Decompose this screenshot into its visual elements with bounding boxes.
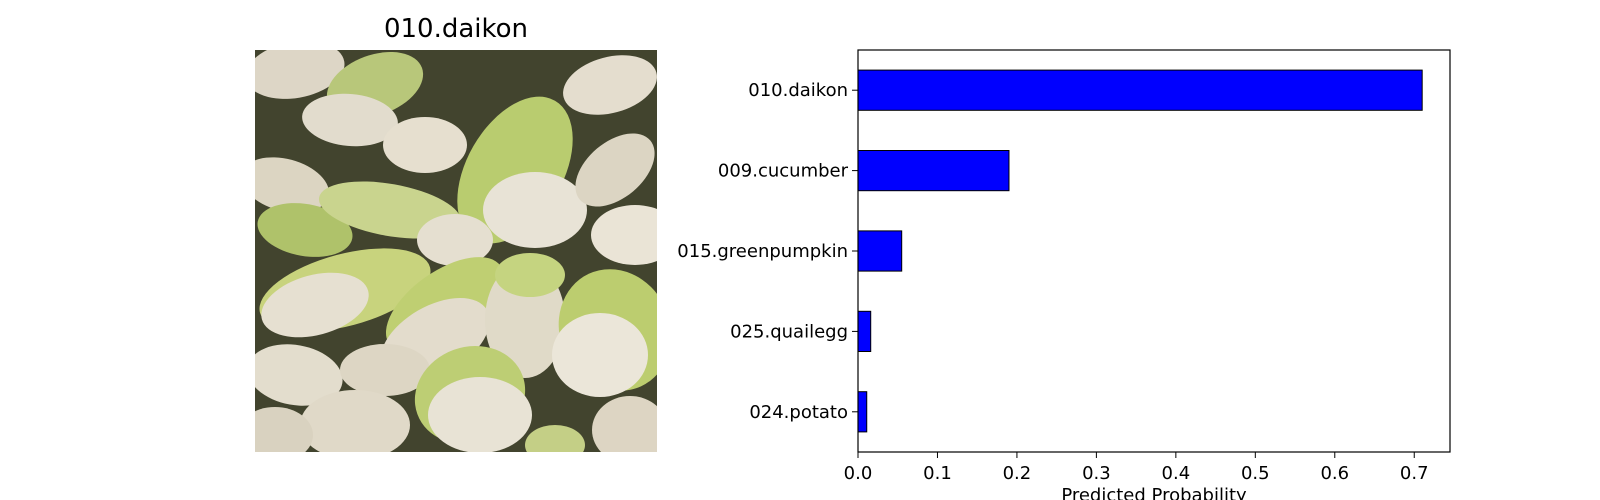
x-tick-label: 0.5 [1241, 463, 1270, 484]
x-tick-label: 0.0 [844, 463, 873, 484]
x-tick-label: 0.3 [1082, 463, 1111, 484]
y-tick-label: 024.potato [749, 402, 848, 423]
x-tick-label: 0.4 [1162, 463, 1191, 484]
bars-group [857, 69, 1423, 433]
x-tick-label: 0.7 [1400, 463, 1429, 484]
plot-frame [857, 49, 1451, 453]
x-tick-label: 0.1 [923, 463, 952, 484]
y-tick-label: 009.cucumber [718, 161, 849, 182]
x-tick-label: 0.6 [1320, 463, 1349, 484]
x-axis-label: Predicted Probability [1061, 485, 1247, 500]
bar-025.quailegg [857, 310, 872, 352]
bar-009.cucumber [857, 150, 1010, 192]
y-axis-ticks: 010.daikon 009.cucumber 015.greenpumpkin 02… [677, 80, 858, 423]
y-tick-label: 015.greenpumpkin [677, 241, 848, 262]
y-tick-label: 010.daikon [748, 80, 848, 101]
x-axis-ticks: 0.0 0.1 0.2 0.3 0.4 0.5 0.6 0.7 [844, 452, 1429, 484]
bar-015.greenpumpkin [857, 230, 903, 272]
y-tick-label: 025.quailegg [730, 321, 848, 342]
daikon-photo [255, 50, 657, 452]
x-tick-label: 0.2 [1003, 463, 1032, 484]
bar-024.potato [857, 391, 868, 433]
image-title: 010.daikon [383, 14, 529, 44]
bar-010.daikon [857, 69, 1423, 111]
